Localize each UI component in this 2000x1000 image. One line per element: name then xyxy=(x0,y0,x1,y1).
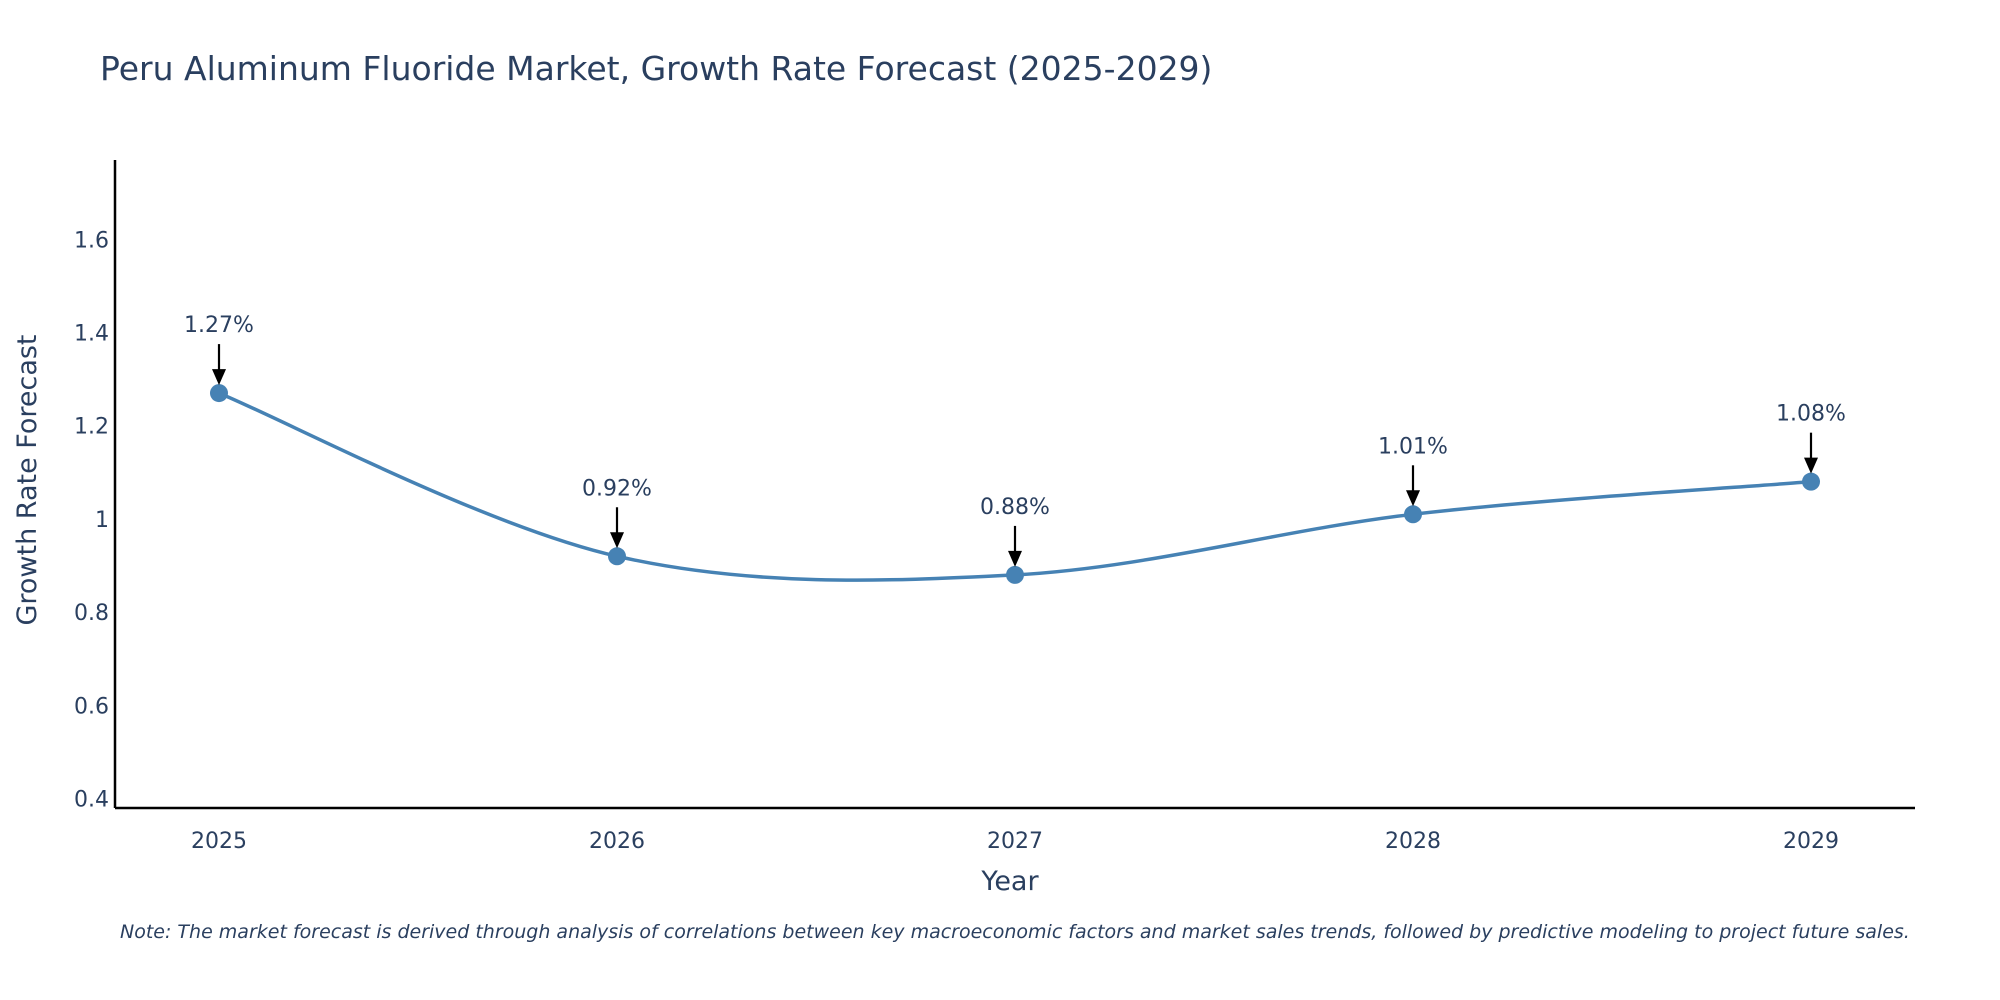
data-point xyxy=(608,547,626,566)
x-axis-ticks: 2025 2026 2027 2028 2029 xyxy=(191,829,1839,854)
annotation-arrow-head xyxy=(212,369,226,386)
data-label: 1.08% xyxy=(1776,402,1846,427)
y-axis-ticks: 0.4 0.6 0.8 1 1.2 1.4 1.6 xyxy=(74,228,109,812)
data-point xyxy=(210,384,228,403)
x-tick-label: 2028 xyxy=(1385,829,1441,854)
data-point xyxy=(1802,472,1820,491)
x-axis-title: Year xyxy=(980,866,1039,897)
footnote: Note: The market forecast is derived thr… xyxy=(120,921,1910,943)
y-tick-label: 0.4 xyxy=(74,788,109,813)
annotation-arrow-head xyxy=(1804,457,1818,474)
y-tick-label: 1.6 xyxy=(74,228,109,253)
x-tick-label: 2025 xyxy=(191,829,247,854)
data-label: 1.27% xyxy=(184,313,254,338)
annotation-arrow-head xyxy=(610,532,624,549)
x-tick-label: 2029 xyxy=(1783,829,1839,854)
annotation-arrow-head xyxy=(1008,550,1022,567)
y-tick-label: 0.6 xyxy=(74,694,109,719)
y-tick-label: 1.4 xyxy=(74,321,109,346)
data-point xyxy=(1404,505,1422,524)
y-tick-label: 1.2 xyxy=(74,415,109,440)
annotation-arrow-head xyxy=(1406,490,1420,507)
data-label: 1.01% xyxy=(1378,434,1448,459)
data-label: 0.88% xyxy=(980,495,1050,520)
y-tick-label: 1 xyxy=(95,508,109,533)
x-tick-label: 2026 xyxy=(589,829,645,854)
y-tick-label: 0.8 xyxy=(74,601,109,626)
series-markers xyxy=(210,384,1820,584)
chart-title: Peru Aluminum Fluoride Market, Growth Ra… xyxy=(100,49,1212,88)
data-label-annotations: 1.27% 0.92% 0.88% 1.01% 1.08% xyxy=(184,313,1846,567)
data-label: 0.92% xyxy=(582,476,652,501)
y-axis-title: Growth Rate Forecast xyxy=(12,334,43,625)
data-point xyxy=(1006,565,1024,584)
x-tick-label: 2027 xyxy=(987,829,1043,854)
